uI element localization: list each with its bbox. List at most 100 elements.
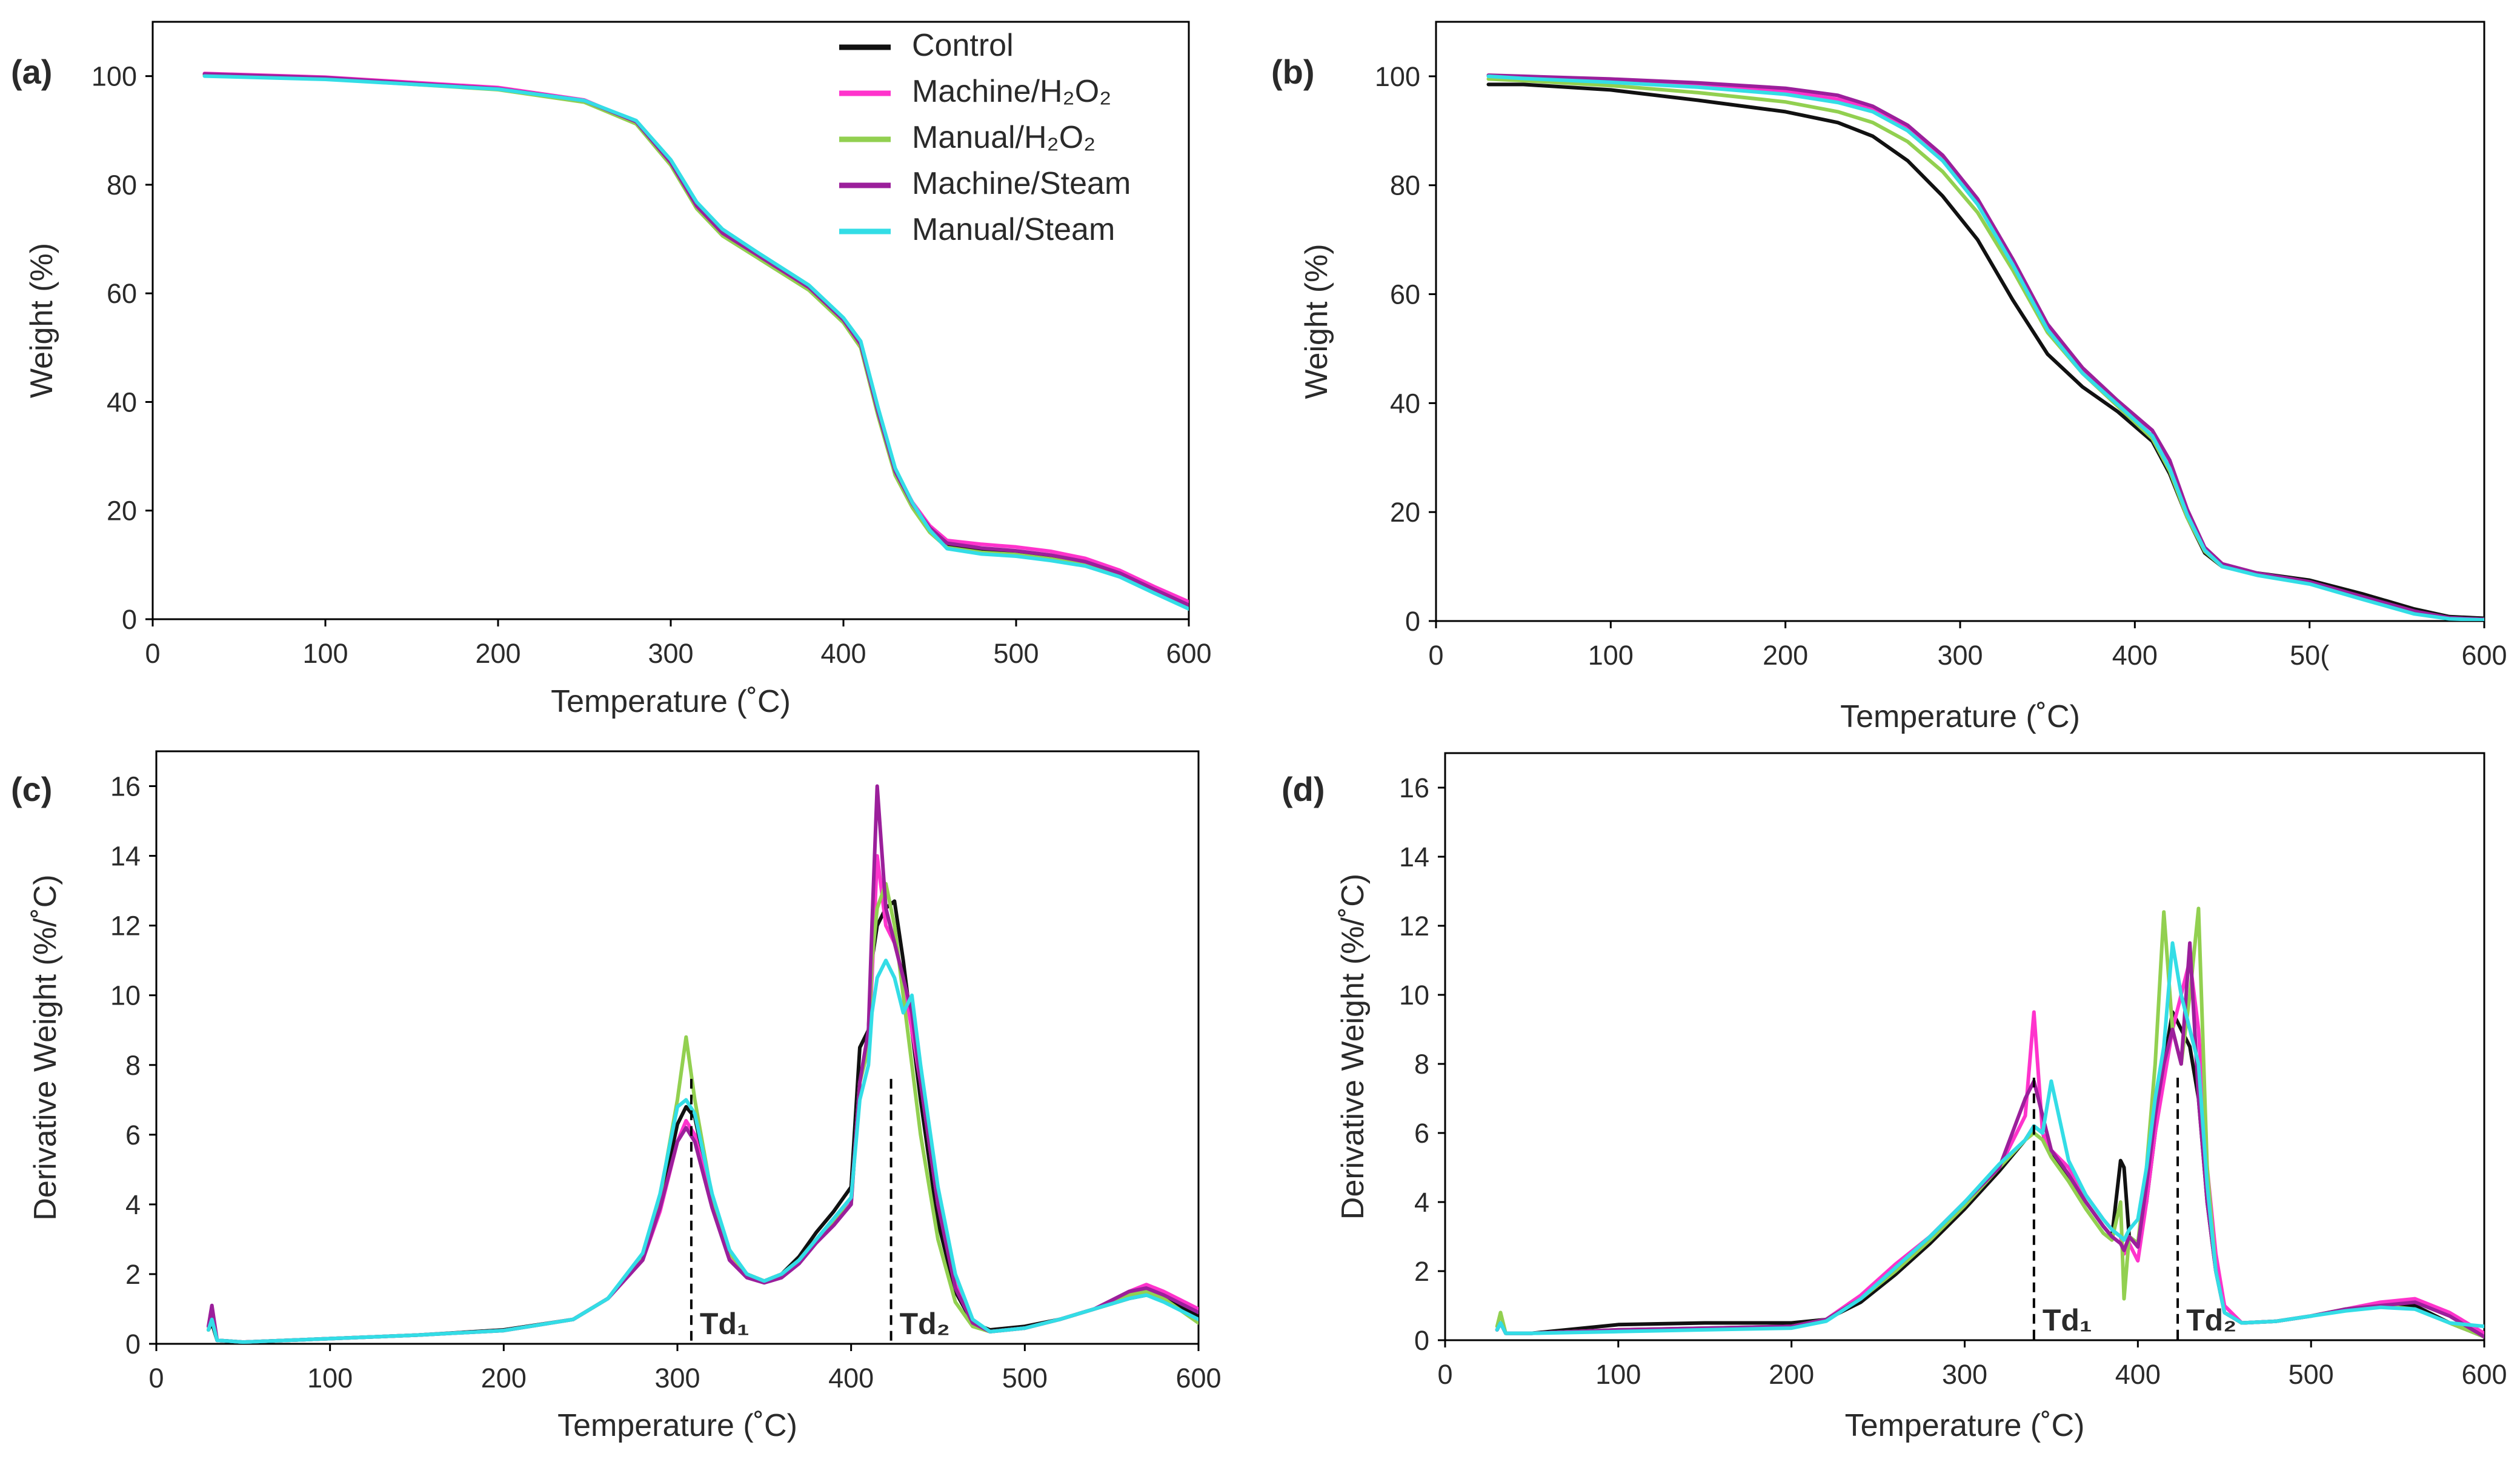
- x-axis-label: Temperature (˚C): [1845, 1408, 2085, 1443]
- x-axis-label: Temperature (˚C): [551, 684, 791, 719]
- series-line-machine-steam: [207, 784, 1198, 1344]
- y-tick-label: 4: [125, 1189, 141, 1220]
- y-tick-label: 2: [1414, 1256, 1429, 1287]
- y-tick-label: 100: [1375, 61, 1420, 92]
- y-axis-label: Derivative Weight (%/˚C): [1335, 874, 1371, 1220]
- series-line-manual-steam: [202, 74, 1189, 611]
- series-line-machine-steam: [1486, 73, 2484, 621]
- x-tick-label: 200: [481, 1363, 527, 1394]
- y-axis-label: Weight (%): [1299, 244, 1334, 399]
- series-line-machine-h-o-: [207, 854, 1198, 1344]
- series-line-machine-h-o-: [1495, 958, 2484, 1335]
- x-tick-label: 400: [828, 1363, 874, 1394]
- x-tick-label: 400: [820, 638, 866, 669]
- plot-frame: [1435, 21, 2485, 622]
- x-tick-label: 200: [475, 638, 520, 669]
- panel-label: (c): [11, 770, 52, 808]
- x-tick-label: 500: [1002, 1363, 1048, 1394]
- legend: Control Machine/H₂O₂ Manual/H₂O₂ Machine/St…: [839, 28, 1131, 247]
- y-tick-label: 0: [122, 604, 137, 635]
- x-tick-label: 500: [993, 638, 1039, 669]
- series-line-manual-steam: [1495, 941, 2484, 1335]
- series-line-machine-h-o-: [1486, 74, 2484, 621]
- plot-frame: [155, 750, 1200, 1345]
- panel-c: (c) 0 100 200 300 400 500 600 0 2 4 6 8 10 12 14 16 Tempe…: [11, 750, 1222, 1443]
- y-tick-label: 60: [107, 278, 137, 309]
- y-axis-label: Derivative Weight (%/˚C): [28, 874, 63, 1220]
- y-tick-label: 60: [1390, 279, 1420, 310]
- x-tick-label: 50(: [2290, 640, 2329, 671]
- x-tick-label: 300: [1937, 640, 1983, 671]
- y-tick-label: 16: [110, 771, 141, 802]
- y-tick-label: 10: [110, 980, 141, 1011]
- x-tick-label: 100: [302, 638, 348, 669]
- legend-label: Machine/H₂O₂: [912, 74, 1111, 109]
- legend-label: Manual/H₂O₂: [912, 120, 1095, 155]
- y-tick-label: 6: [125, 1120, 141, 1151]
- x-axis-label: Temperature (˚C): [1840, 699, 2080, 734]
- y-tick-label: 10: [1399, 980, 1429, 1011]
- y-axis-label: Weight (%): [24, 243, 59, 398]
- series-line-manual-steam: [207, 958, 1198, 1344]
- x-tick-label: 400: [2112, 640, 2158, 671]
- x-tick-label: 0: [145, 638, 160, 669]
- y-tick-label: 0: [1414, 1325, 1429, 1356]
- annotation-label: Td₁: [700, 1307, 750, 1341]
- y-tick-label: 8: [125, 1050, 141, 1081]
- x-tick-label: 100: [1588, 640, 1634, 671]
- x-tick-label: 100: [1595, 1359, 1641, 1390]
- y-tick-label: 40: [107, 387, 137, 417]
- x-tick-label: 600: [1175, 1363, 1221, 1394]
- panel-label: (b): [1271, 53, 1315, 91]
- y-tick-label: 4: [1414, 1187, 1429, 1218]
- legend-label: Manual/Steam: [912, 212, 1115, 247]
- annotation-label: Td₂: [900, 1307, 950, 1341]
- x-tick-label: 600: [2461, 640, 2507, 671]
- plot-frame: [151, 21, 1190, 620]
- y-tick-label: 8: [1414, 1049, 1429, 1080]
- annotation-label: Td₁: [2043, 1303, 2092, 1337]
- x-tick-label: 0: [1437, 1359, 1452, 1390]
- panel-label: (d): [1282, 770, 1325, 808]
- series-line-machine-steam: [1495, 941, 2484, 1339]
- y-tick-label: 12: [1399, 911, 1429, 942]
- y-tick-label: 20: [1390, 497, 1420, 528]
- x-tick-label: 500: [2289, 1359, 2334, 1390]
- y-tick-label: 80: [1390, 170, 1420, 201]
- x-tick-label: 0: [1428, 640, 1443, 671]
- series-line-control: [1486, 82, 2484, 620]
- legend-label: Machine/Steam: [912, 166, 1131, 201]
- series-line-manual-steam: [1486, 74, 2484, 621]
- y-tick-label: 14: [1399, 842, 1429, 872]
- x-tick-label: 300: [648, 638, 693, 669]
- series-line-manual-h-o-: [207, 882, 1198, 1344]
- y-tick-label: 0: [1405, 606, 1420, 637]
- y-tick-label: 80: [107, 170, 137, 201]
- x-axis-label: Temperature (˚C): [557, 1408, 797, 1443]
- y-tick-label: 40: [1390, 388, 1420, 419]
- y-tick-label: 12: [110, 911, 141, 942]
- series-line-manual-h-o-: [1495, 906, 2484, 1339]
- panel-d: (d) 0 100 200 300 400 500 600 0 2 4 6 8 10 12 14 16 Tempe…: [1282, 752, 2507, 1443]
- legend-label: Control: [912, 28, 1014, 63]
- x-tick-label: 600: [2461, 1359, 2507, 1390]
- y-tick-label: 2: [125, 1259, 141, 1290]
- y-tick-label: 14: [110, 841, 141, 872]
- x-tick-label: 0: [148, 1363, 164, 1394]
- x-tick-label: 300: [1942, 1359, 1987, 1390]
- y-tick-label: 6: [1414, 1118, 1429, 1149]
- series-line-manual-h-o-: [1486, 77, 2484, 621]
- x-tick-label: 200: [1763, 640, 1808, 671]
- y-tick-label: 0: [125, 1329, 141, 1360]
- x-tick-label: 200: [1769, 1359, 1814, 1390]
- series-line-control: [207, 899, 1198, 1344]
- x-tick-label: 300: [654, 1363, 700, 1394]
- y-tick-label: 20: [107, 496, 137, 527]
- panel-label: (a): [11, 53, 52, 91]
- x-tick-label: 400: [2115, 1359, 2161, 1390]
- panel-a: (a) 0 100 200 300 400 500 600 0 20 40 60 80 100 Temper…: [11, 21, 1212, 719]
- annotation-label: Td₂: [2186, 1303, 2236, 1337]
- plot-frame: [1444, 752, 2485, 1341]
- y-tick-label: 16: [1399, 772, 1429, 803]
